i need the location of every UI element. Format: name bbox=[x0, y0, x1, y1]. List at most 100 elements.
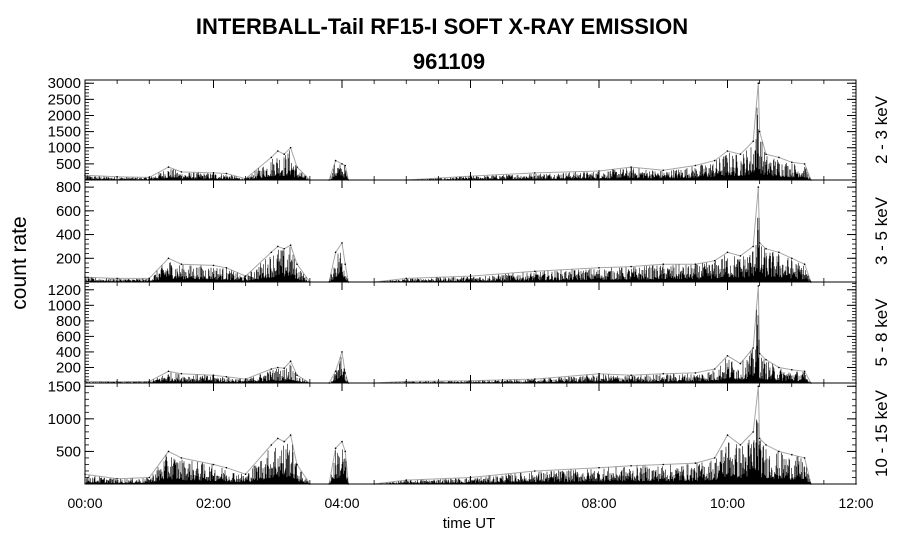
data-point bbox=[212, 463, 215, 466]
chart-title: INTERBALL-Tail RF15-I SOFT X-RAY EMISSIO… bbox=[196, 14, 688, 39]
data-point bbox=[225, 376, 228, 378]
data-point bbox=[225, 267, 228, 269]
data-point bbox=[334, 447, 337, 450]
data-point bbox=[289, 146, 292, 149]
data-point bbox=[791, 369, 793, 371]
data-point bbox=[344, 450, 347, 453]
chart-subtitle: 961109 bbox=[413, 49, 485, 74]
data-point bbox=[791, 161, 793, 164]
x-tick-label: 02:00 bbox=[196, 495, 231, 511]
data-point bbox=[277, 437, 279, 440]
data-point bbox=[739, 362, 742, 365]
y-tick-label: 3000 bbox=[48, 75, 81, 92]
data-point bbox=[283, 440, 286, 443]
data-point bbox=[167, 166, 170, 168]
data-point bbox=[630, 465, 632, 467]
y-tick-label: 1000 bbox=[48, 140, 81, 157]
y-tick-label: 600 bbox=[56, 203, 81, 220]
x-axis: 00:00 02:00 04:00 06:00 08:00 10:00 12:00 bbox=[67, 495, 873, 511]
data-point bbox=[283, 153, 286, 155]
series-name-label: 2 - 3 keV bbox=[872, 95, 891, 164]
y-tick-label: 500 bbox=[56, 156, 81, 173]
data-point bbox=[296, 463, 298, 466]
data-point bbox=[694, 263, 697, 266]
y-tick-label: 1200 bbox=[48, 282, 81, 299]
data-point bbox=[758, 242, 761, 244]
data-point bbox=[757, 285, 760, 287]
y-tick-label: 1000 bbox=[48, 297, 81, 314]
data-point bbox=[726, 355, 729, 357]
data-point bbox=[344, 263, 347, 266]
data-point bbox=[694, 372, 697, 374]
data-point bbox=[116, 478, 118, 480]
data-point bbox=[778, 156, 780, 159]
data-point bbox=[778, 366, 780, 369]
series-line bbox=[84, 285, 856, 384]
data-point bbox=[752, 347, 754, 349]
data-point bbox=[598, 267, 600, 269]
data-point bbox=[630, 265, 632, 268]
data-point bbox=[598, 170, 600, 172]
data-point bbox=[296, 166, 298, 168]
series-trace bbox=[85, 217, 811, 282]
data-point bbox=[752, 431, 754, 433]
data-point bbox=[296, 263, 298, 266]
data-point bbox=[534, 172, 536, 174]
data-point bbox=[713, 368, 716, 370]
data-point bbox=[334, 159, 337, 162]
data-point bbox=[630, 374, 632, 377]
data-point bbox=[758, 352, 761, 355]
y-tick-label: 2500 bbox=[48, 91, 81, 108]
y-tick-label: 400 bbox=[56, 344, 81, 361]
data-point bbox=[344, 372, 347, 374]
data-point bbox=[758, 437, 761, 440]
panel-4: 500 1000 1500 10 - 15 keV bbox=[48, 378, 891, 485]
x-tick-label: 00:00 bbox=[67, 495, 102, 511]
data-point bbox=[341, 440, 343, 443]
data-point bbox=[225, 172, 228, 175]
x-tick-label: 12:00 bbox=[838, 495, 873, 511]
data-point bbox=[270, 251, 273, 254]
data-point bbox=[694, 462, 697, 464]
data-point bbox=[283, 367, 286, 370]
x-axis-label: time UT bbox=[443, 515, 496, 532]
data-point bbox=[726, 251, 729, 254]
data-point bbox=[283, 248, 286, 250]
series-name-label: 10 - 15 keV bbox=[872, 389, 891, 477]
data-point bbox=[739, 153, 742, 155]
series-line bbox=[84, 83, 856, 181]
data-point bbox=[334, 370, 337, 373]
data-point bbox=[662, 169, 665, 172]
data-point bbox=[752, 245, 754, 248]
data-point bbox=[757, 82, 760, 84]
x-tick-label: 08:00 bbox=[581, 495, 616, 511]
data-point bbox=[270, 368, 273, 370]
data-point bbox=[534, 270, 536, 273]
y-tick-label: 1000 bbox=[48, 411, 81, 428]
y-tick-label: 2000 bbox=[48, 107, 81, 124]
data-point bbox=[630, 166, 632, 168]
series-name-label: 5 - 8 keV bbox=[872, 298, 891, 367]
data-point bbox=[225, 466, 228, 469]
data-point bbox=[791, 453, 793, 456]
data-point bbox=[277, 366, 279, 369]
data-point bbox=[212, 264, 215, 267]
data-point bbox=[148, 476, 151, 479]
data-point bbox=[803, 163, 806, 165]
series-name-label: 3 - 5 keV bbox=[872, 196, 891, 265]
data-point bbox=[662, 372, 665, 375]
panel-frame bbox=[84, 179, 857, 283]
data-point bbox=[598, 372, 600, 375]
data-point bbox=[739, 444, 742, 446]
y-tick-label: 400 bbox=[56, 227, 81, 244]
data-point bbox=[778, 251, 780, 254]
data-point bbox=[334, 251, 337, 254]
y-tick-label: 200 bbox=[56, 359, 81, 376]
y-tick-label: 800 bbox=[56, 179, 81, 196]
data-point bbox=[803, 457, 806, 459]
data-point bbox=[341, 351, 343, 353]
